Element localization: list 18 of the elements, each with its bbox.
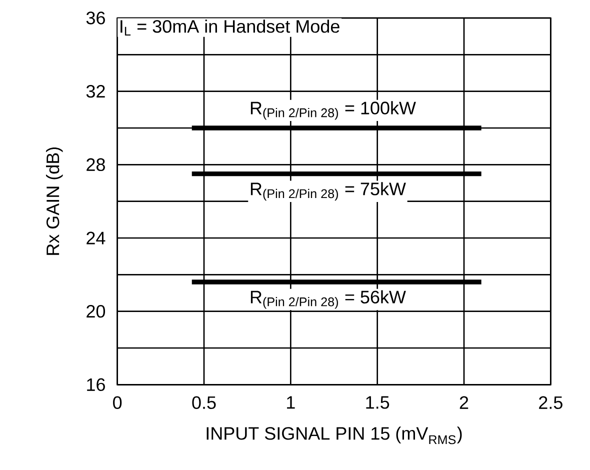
- annotation: $\text{I}_{\text{L}}\text{ = 30mA in Handset Mode}$: [120, 20, 340, 36]
- y-tick-label: 28: [86, 158, 105, 172]
- x-tick-label: 0: [113, 396, 122, 409]
- y-axis-title: Rx GAIN (dB): [46, 147, 63, 255]
- series-label: $\text{R}_{\text{(Pin 2/Pin 28)}}\text{ = 75kW}$: [250, 182, 406, 201]
- series-label: $\text{R}_{\text{(Pin 2/Pin 28)}}\text{ = 100kW}$: [250, 101, 416, 120]
- y-tick-label: 32: [86, 84, 105, 98]
- y-tick-label: 16: [87, 378, 105, 392]
- y-tick-label: 24: [86, 232, 106, 244]
- series-label: $\text{R}_{\text{(Pin 2/Pin 28)}}\text{ = 56kW}$: [250, 290, 406, 309]
- x-tick-label: 0.5: [192, 396, 216, 409]
- y-tick-label: 20: [86, 304, 106, 318]
- x-tick-label: 1: [287, 396, 295, 409]
- x-tick-label: 2: [460, 396, 468, 409]
- x-axis-title: $\text{INPUT SIGNAL PIN 15 (mV}_{\text{RMS}}\text{)}$: [206, 426, 462, 444]
- x-tick-label: 2.5: [539, 396, 562, 409]
- x-tick-label: 1.5: [366, 396, 390, 409]
- y-tick-label: 36: [86, 12, 105, 24]
